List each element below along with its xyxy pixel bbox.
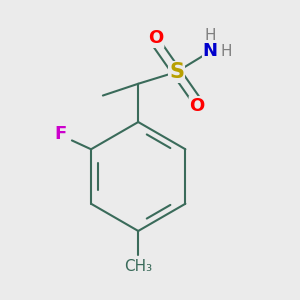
Text: S: S <box>169 62 184 82</box>
Text: F: F <box>54 125 66 143</box>
Text: H: H <box>221 44 232 59</box>
Text: CH₃: CH₃ <box>124 259 152 274</box>
Text: O: O <box>148 29 164 47</box>
Text: H: H <box>205 28 216 43</box>
Text: O: O <box>190 97 205 115</box>
Text: N: N <box>203 42 218 60</box>
